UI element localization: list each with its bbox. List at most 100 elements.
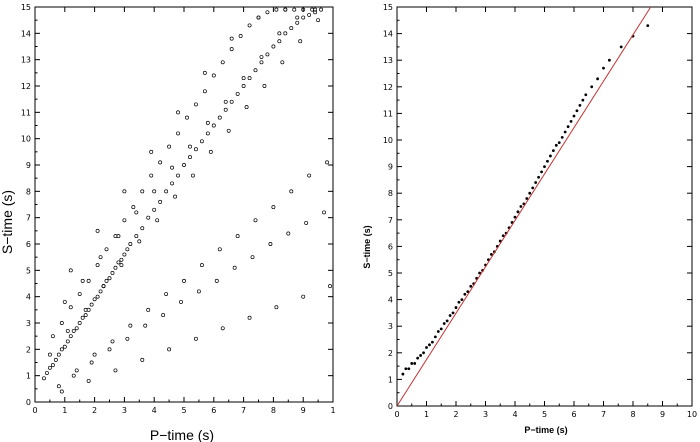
data-point (602, 66, 605, 70)
y-tick-label: 8 (388, 189, 393, 198)
data-point (557, 141, 561, 145)
data-point (62, 299, 67, 304)
data-point (295, 20, 300, 25)
x-tick-label: 9 (660, 410, 665, 419)
x-tick-label: 1 (62, 406, 67, 415)
data-point (149, 149, 154, 154)
y-tick-label: 8 (26, 187, 31, 196)
y-tick-label: 5 (26, 266, 31, 275)
plot-frame (34, 6, 334, 403)
data-point (164, 292, 169, 296)
data-point (442, 322, 446, 325)
data-point (646, 24, 650, 28)
data-point (196, 289, 201, 294)
data-point (265, 52, 270, 57)
data-point (298, 39, 303, 44)
y-tick-label: 9 (26, 161, 31, 170)
data-point (98, 255, 103, 260)
data-point (53, 357, 58, 362)
data-point (277, 39, 282, 44)
data-point (208, 149, 213, 154)
data-point (253, 218, 258, 223)
data-point (131, 205, 136, 210)
data-points (401, 24, 650, 376)
x-tick-label: 4 (512, 410, 517, 419)
data-point (322, 210, 327, 215)
x-tick-label: 9 (301, 406, 306, 415)
data-point (152, 189, 157, 194)
data-point (519, 205, 523, 208)
data-point (596, 77, 599, 81)
x-tick-label: 5 (542, 410, 547, 419)
y-tick-label: 3 (388, 322, 393, 331)
data-point (161, 313, 166, 318)
data-point (554, 143, 558, 147)
data-point (47, 352, 52, 357)
y-tick-label: 11 (383, 109, 393, 118)
data-point (167, 144, 172, 149)
data-point (226, 128, 231, 133)
y-tick-label: 4 (388, 296, 393, 305)
data-point (152, 207, 157, 212)
data-point (56, 352, 61, 357)
data-point (122, 252, 127, 257)
data-point (104, 278, 109, 283)
data-point (425, 346, 428, 349)
data-point (128, 242, 133, 246)
data-point (569, 119, 573, 123)
data-point (44, 371, 49, 375)
data-point (286, 231, 291, 236)
plot-frame (396, 6, 693, 407)
data-point (543, 165, 546, 169)
data-point (436, 330, 440, 333)
x-axis-label: P−time (s) (150, 427, 214, 442)
data-point (140, 357, 145, 362)
data-point (451, 311, 455, 315)
data-point (247, 315, 252, 320)
y-tick-label: 0 (388, 402, 393, 411)
data-point (110, 271, 115, 275)
data-point (229, 99, 234, 104)
data-point (95, 228, 100, 233)
data-point (59, 347, 64, 352)
data-point (531, 186, 535, 190)
y-tick-label: 10 (21, 135, 31, 144)
data-point (68, 334, 73, 339)
data-point (325, 160, 329, 165)
data-point (155, 218, 160, 223)
data-point (188, 144, 192, 149)
data-point (513, 215, 517, 219)
data-point (95, 294, 100, 299)
data-point (116, 260, 121, 265)
data-point (92, 297, 97, 302)
data-point (313, 10, 318, 15)
data-point (280, 60, 285, 65)
data-point (80, 315, 85, 320)
y-axis-label: S−time (s) (0, 190, 15, 254)
data-point (277, 31, 282, 36)
x-tick-label: 3 (483, 410, 488, 419)
data-point (259, 55, 264, 59)
data-point (301, 294, 306, 299)
data-point (50, 363, 55, 368)
data-point (407, 367, 411, 371)
data-point (122, 218, 127, 223)
data-point (478, 271, 481, 275)
data-point (140, 226, 145, 231)
data-point (179, 299, 183, 304)
y-tick-label: 6 (26, 240, 31, 249)
y-tick-label: 15 (383, 3, 393, 12)
data-point (460, 298, 464, 301)
y-tick-label: 7 (26, 214, 31, 223)
data-point (307, 12, 312, 17)
data-point (581, 98, 585, 102)
data-point (140, 189, 145, 194)
data-point (304, 220, 309, 225)
data-point (265, 10, 270, 15)
data-point (101, 284, 106, 289)
data-point (193, 102, 198, 107)
x-tick-label: 7 (601, 410, 606, 419)
data-point (95, 263, 100, 268)
data-point (431, 340, 434, 344)
